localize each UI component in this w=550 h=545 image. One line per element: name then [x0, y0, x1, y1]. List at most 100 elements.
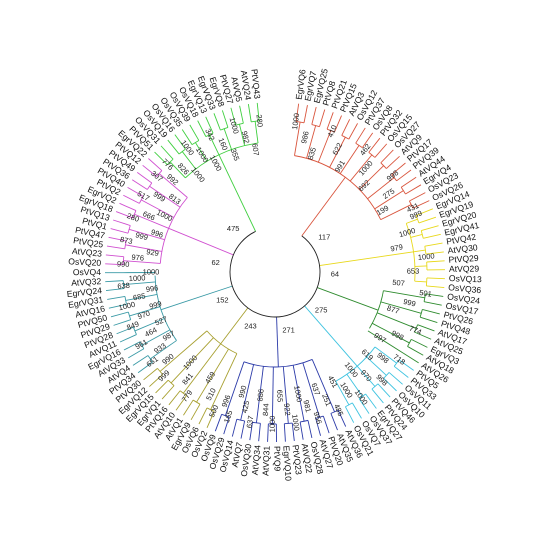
branch	[365, 393, 377, 409]
bootstrap-value: 999	[148, 299, 162, 311]
leaf-label: AtVQ29	[449, 264, 479, 274]
bootstrap-value: 1000	[290, 414, 301, 432]
branch	[418, 216, 437, 224]
bootstrap-value: 517	[136, 189, 151, 203]
bootstrap-value: 835	[306, 146, 318, 161]
branch	[123, 194, 140, 204]
bootstrap-value: 1000	[228, 116, 241, 135]
branch	[361, 132, 374, 148]
branch	[132, 355, 149, 366]
branch-arc	[400, 187, 406, 195]
branch	[175, 395, 187, 411]
branch	[319, 109, 326, 127]
branch	[351, 402, 362, 419]
branch	[214, 414, 223, 432]
root-bootstrap: 62	[212, 258, 220, 267]
clade-stem	[317, 287, 379, 311]
branch	[174, 134, 186, 150]
branch	[366, 356, 387, 376]
branch	[209, 134, 220, 155]
leaf-label: OsVQ13	[449, 273, 483, 284]
bootstrap-value: 425	[240, 400, 251, 414]
bootstrap-value: 997	[372, 331, 387, 345]
bootstrap-value: 1000	[155, 208, 174, 224]
branch	[105, 288, 124, 291]
branch	[317, 130, 332, 163]
bootstrap-value: 986	[299, 130, 311, 144]
bootstrap-value: 998	[385, 168, 400, 183]
branch	[167, 139, 180, 155]
clade-stem	[168, 227, 234, 256]
bootstrap-value: 991	[333, 159, 347, 174]
bootstrap-value: 666	[141, 209, 156, 222]
bootstrap-value: 410	[326, 124, 339, 139]
bootstrap-value: 774	[408, 324, 423, 337]
bootstrap-value: 653	[407, 267, 420, 276]
branch	[413, 249, 426, 253]
bootstrap-value: 998	[390, 328, 405, 342]
branch	[123, 341, 141, 351]
branch-arc	[235, 122, 244, 126]
branch	[311, 359, 335, 413]
branch	[409, 192, 426, 202]
branch	[258, 423, 261, 442]
leaf-label: AtVQ32	[71, 276, 102, 288]
branch	[271, 366, 274, 424]
bootstrap-value: 507	[392, 278, 405, 288]
bootstrap-value: 1000	[208, 154, 224, 173]
branch	[386, 155, 400, 169]
branch-arc	[157, 368, 164, 375]
branch	[346, 374, 363, 397]
branch	[149, 374, 163, 387]
branch	[143, 368, 158, 381]
branch	[421, 225, 439, 232]
branch	[372, 322, 410, 344]
bootstrap-value: 982	[240, 130, 251, 144]
branch	[154, 151, 168, 166]
bootstrap-value: 999	[135, 230, 149, 242]
clade-stem	[220, 307, 249, 345]
bootstrap-value: 692	[356, 178, 371, 193]
branch	[356, 365, 376, 387]
branch-arc	[296, 121, 305, 124]
bootstrap-value: 990	[117, 259, 130, 269]
bootstrap-value: 1000	[129, 273, 146, 283]
branch	[134, 213, 169, 229]
bootstrap-value: 961	[134, 337, 149, 351]
branch	[424, 242, 443, 247]
bootstrap-value: 989	[408, 209, 423, 222]
branch	[295, 103, 300, 122]
branch	[311, 106, 317, 125]
branch	[230, 107, 237, 126]
branch	[423, 301, 442, 306]
root-bootstrap: 475	[227, 224, 240, 233]
leaf-label: PtVQ9	[272, 446, 282, 472]
branch	[160, 145, 174, 160]
bootstrap-value: 826	[176, 161, 191, 176]
branch	[383, 290, 425, 299]
branch	[170, 337, 214, 384]
branch	[169, 161, 186, 179]
branch	[291, 422, 295, 441]
leaf-label: PtVQ43	[249, 68, 262, 99]
branch	[223, 416, 230, 435]
branch	[302, 362, 321, 418]
root-bootstrap: 243	[244, 322, 257, 331]
branch	[396, 169, 412, 182]
branch	[155, 379, 169, 394]
leaf-label: OsVQ4	[73, 267, 101, 277]
branch	[367, 330, 404, 354]
branch-arc	[147, 355, 153, 363]
leaf-label: PtVQ29	[448, 253, 479, 265]
bootstrap-value: 990	[160, 352, 175, 367]
bootstrap-value: 987	[161, 329, 176, 343]
branch	[322, 415, 330, 434]
bootstrap-value: 873	[119, 235, 133, 246]
branch-arc	[167, 379, 175, 386]
bootstrap-value: 922	[282, 403, 292, 416]
branch-arc	[205, 132, 214, 138]
leaf-label: AtVQ34	[250, 444, 263, 475]
branch	[303, 105, 308, 123]
branch-arc	[330, 409, 339, 414]
bootstrap-value: 342	[203, 127, 217, 142]
